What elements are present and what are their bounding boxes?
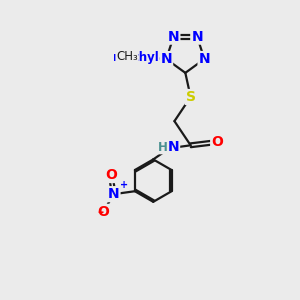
- Text: methyl: methyl: [113, 51, 158, 64]
- Text: N: N: [168, 140, 180, 154]
- Text: N: N: [191, 30, 203, 44]
- Text: CH₃: CH₃: [116, 50, 138, 63]
- Text: +: +: [120, 180, 128, 190]
- Text: N: N: [199, 52, 210, 66]
- Text: N: N: [108, 187, 119, 201]
- Text: O: O: [98, 205, 109, 219]
- Text: O: O: [105, 168, 117, 182]
- Text: N: N: [160, 52, 172, 66]
- Text: –: –: [97, 206, 103, 219]
- Text: S: S: [186, 90, 196, 104]
- Text: H: H: [158, 141, 168, 154]
- Text: O: O: [211, 135, 223, 149]
- Text: N: N: [168, 30, 179, 44]
